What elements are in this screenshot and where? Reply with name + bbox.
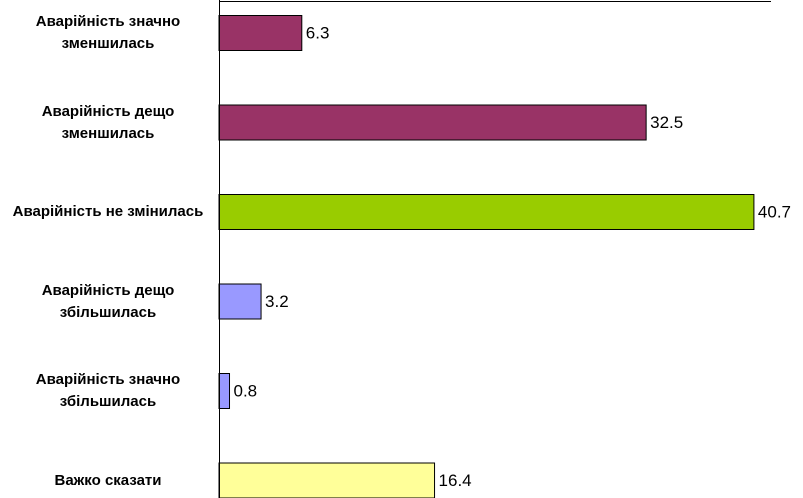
category-label: Аварійність дещо збільшилась	[41, 281, 175, 321]
category-label: Аварійність не змінилась	[12, 203, 204, 220]
data-label: 40.7	[758, 202, 791, 221]
bar	[218, 283, 262, 320]
data-label: 3.2	[265, 292, 289, 311]
category-label: Важко сказати	[54, 471, 162, 489]
category-label: Аварійність дещо зменшилась	[41, 102, 175, 142]
data-label: 16.4	[439, 471, 472, 490]
category-label: Аварійність значно зменшилась	[35, 13, 181, 52]
bar	[218, 373, 231, 409]
data-label: 0.8	[234, 381, 258, 400]
bar	[218, 15, 303, 51]
bar	[218, 104, 647, 141]
bar	[218, 194, 755, 230]
data-label: 6.3	[306, 23, 330, 42]
data-label: 32.5	[650, 113, 683, 132]
category-label: Аварійність значно збільшилась	[35, 371, 181, 410]
bar	[218, 462, 436, 498]
